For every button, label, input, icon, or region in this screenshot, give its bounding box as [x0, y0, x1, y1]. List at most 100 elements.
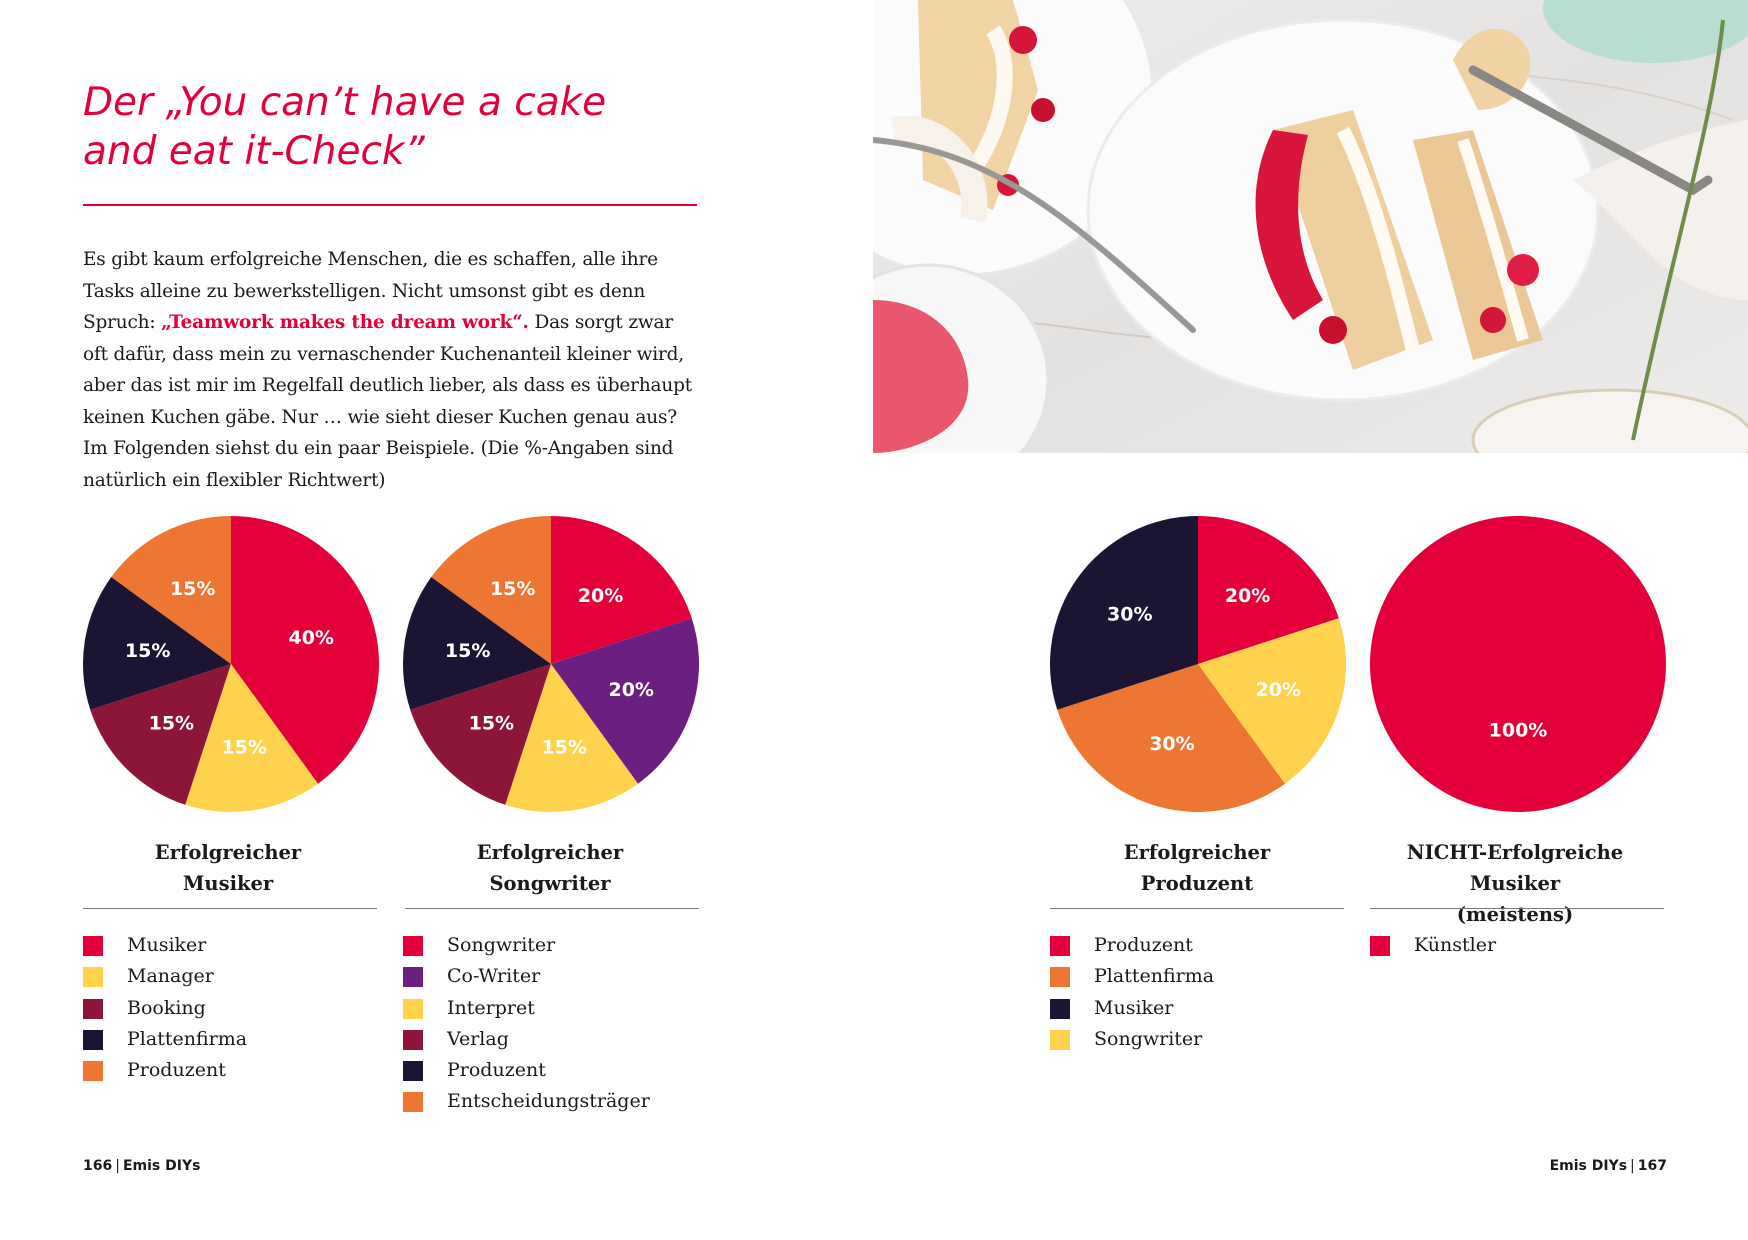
intro-paragraph: Es gibt kaum erfolgreiche Menschen, die …	[83, 244, 699, 496]
pie-slice-label: 40%	[288, 627, 333, 649]
legend-label: Produzent	[447, 1059, 546, 1082]
pie-slice-label: 15%	[221, 736, 266, 758]
pie-slice-label: 15%	[541, 736, 586, 758]
caption-line: Erfolgreicher	[476, 841, 624, 864]
cream-filling	[1457, 138, 1529, 342]
pie-slice-label: 30%	[1107, 603, 1152, 625]
mint-bowl	[1543, 0, 1748, 63]
pie-slice-label: 15%	[445, 640, 490, 662]
legend-label: Plattenfirma	[127, 1027, 248, 1050]
intro-text-start: Es gibt kaum erfolgreiche Menschen, die …	[83, 249, 658, 333]
title-divider	[83, 204, 697, 206]
caption-line: Songwriter	[489, 872, 611, 895]
pie-slice-label: 15%	[125, 640, 170, 662]
caption-line: Erfolgreicher	[154, 841, 302, 864]
legend-swatch	[403, 1092, 423, 1113]
legend-swatch	[1050, 998, 1070, 1019]
cream-layer	[966, 25, 1013, 175]
pie-slice-label: 15%	[469, 713, 514, 735]
cherry	[1507, 254, 1539, 286]
legend-swatch	[403, 1061, 423, 1082]
pie-chart-nicht-erfolgreiche-musiker: 100%	[1370, 516, 1666, 812]
book-title-left: Emis DIYs	[122, 1158, 201, 1174]
pie-slice	[1057, 664, 1285, 812]
legend-label: Manager	[127, 965, 214, 988]
pie-slice	[505, 664, 638, 812]
legend-label: Produzent	[127, 1059, 226, 1082]
legend-label: Co-Writer	[447, 965, 541, 988]
cream-filling	[1336, 126, 1420, 352]
chart-caption-musiker: Erfolgreicher Musiker	[78, 837, 378, 899]
fork-left	[873, 137, 1196, 333]
pie-slice	[90, 664, 231, 805]
legend-swatch	[1050, 1029, 1070, 1050]
cake-crumb	[890, 115, 988, 223]
caption-line: Erfolgreicher	[1123, 841, 1271, 864]
pie-slice	[431, 516, 551, 664]
legend-swatch	[403, 998, 423, 1019]
cherry	[1009, 26, 1037, 54]
legend-label: Songwriter	[447, 934, 556, 956]
pie-slice-label: 100%	[1489, 720, 1548, 742]
fork-right	[1468, 65, 1713, 196]
legend-swatch	[403, 936, 423, 956]
legend-swatch	[83, 998, 103, 1019]
book-title-right: Emis DIYs	[1549, 1158, 1628, 1174]
intro-text-end: Das sorgt zwar oft dafür, dass mein zu v…	[83, 312, 692, 491]
pie-slice-label: 15%	[490, 578, 535, 600]
chart-caption-produzent: Erfolgreicher Produzent	[1047, 837, 1347, 899]
legend-label: Entscheidungsträger	[447, 1090, 650, 1113]
cake-slice-main	[1273, 110, 1433, 370]
legend-label: Interpret	[447, 996, 535, 1019]
caption-line: Produzent	[1140, 872, 1254, 895]
caption-divider	[83, 908, 377, 909]
legend-label: Verlag	[447, 1027, 509, 1050]
pie-slice	[1198, 516, 1339, 664]
caption-divider	[1050, 908, 1344, 909]
pie-slice-label: 20%	[1225, 585, 1270, 607]
title-line-1: Der „You can’t have a cake	[83, 80, 607, 125]
saucer	[1471, 388, 1748, 453]
legend-label: Plattenfirma	[1094, 965, 1215, 988]
pie-chart-musiker: 40% 15% 15% 15% 15%	[83, 516, 380, 812]
cherry	[1031, 98, 1055, 122]
legend-swatch	[1050, 936, 1070, 956]
page-number-left: 166	[83, 1158, 113, 1174]
legend-swatch	[403, 1029, 423, 1050]
cake-photo	[873, 0, 1748, 453]
legend-swatch	[83, 936, 103, 956]
chart-caption-songwriter: Erfolgreicher Songwriter	[400, 837, 700, 899]
pie-chart-songwriter: 20% 20% 15% 15% 15% 15%	[403, 516, 699, 812]
pie-slice-label: 15%	[170, 578, 215, 600]
legend-label: Musiker	[1094, 996, 1174, 1019]
page-number-right: 167	[1637, 1158, 1667, 1174]
legend-label: Musiker	[127, 934, 207, 956]
folio-separator: |	[115, 1158, 120, 1174]
page-title: Der „You can’t have a cake and eat it-Ch…	[83, 78, 723, 176]
herb-sprig	[1631, 19, 1725, 441]
caption-divider	[1370, 908, 1664, 909]
pie-slice-label: 20%	[578, 585, 623, 607]
pie-slice-label: 15%	[149, 713, 194, 735]
cherry-topping	[1255, 130, 1323, 320]
pie-slice	[185, 664, 318, 812]
pie-slice	[1050, 516, 1198, 710]
legend-swatch	[1370, 936, 1390, 956]
pie-slice	[551, 516, 692, 664]
lace-doily	[1573, 120, 1748, 300]
cherry	[1319, 316, 1347, 344]
legend-label: Songwriter	[1094, 1027, 1203, 1050]
footer-left: 166 | Emis DIYs	[83, 1158, 200, 1174]
legend-swatch	[83, 967, 103, 988]
pie-slice	[410, 664, 551, 805]
intro-quote: „Teamwork makes the dream work“.	[161, 312, 529, 333]
caption-divider	[405, 908, 699, 909]
title-line-2: and eat it-Check”	[83, 129, 425, 174]
cherry	[1480, 307, 1506, 333]
legend-swatch	[403, 967, 423, 988]
pie-slice	[83, 577, 231, 710]
pie-chart-produzent: 20% 20% 30% 30%	[1050, 516, 1346, 812]
pie-slice	[403, 577, 551, 710]
pie-slice	[231, 516, 380, 784]
cherry-sauce	[873, 300, 969, 453]
